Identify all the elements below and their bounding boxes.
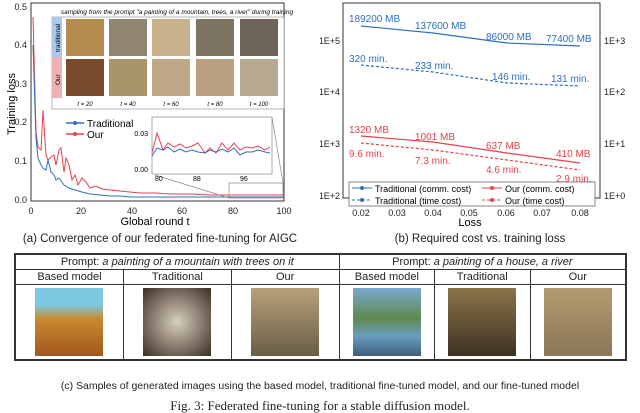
svg-text:1001 MB: 1001 MB <box>415 132 455 143</box>
svg-text:60: 60 <box>177 206 187 216</box>
svg-text:77400 MB: 77400 MB <box>546 34 592 45</box>
svg-text:131 min.: 131 min. <box>551 74 589 85</box>
svg-text:189200 MB: 189200 MB <box>349 14 400 25</box>
svg-text:40: 40 <box>127 206 137 216</box>
xlabel-a: Global round t <box>120 216 189 228</box>
col-header: Based model <box>338 269 436 285</box>
col-header: Traditional <box>434 269 531 285</box>
col-header: Traditional <box>122 269 232 285</box>
svg-text:410 MB: 410 MB <box>556 149 591 160</box>
caption-b: (b) Required cost vs. training loss <box>394 233 566 245</box>
svg-text:0.04: 0.04 <box>424 208 442 218</box>
svg-text:t = 80: t = 80 <box>207 102 223 108</box>
sample-image <box>143 288 212 356</box>
legend-our: Our <box>87 130 104 141</box>
svg-text:0.4: 0.4 <box>14 40 27 50</box>
svg-text:0.08: 0.08 <box>571 208 589 218</box>
sample-image <box>35 288 104 356</box>
svg-text:0.03: 0.03 <box>134 131 148 138</box>
svg-text:80: 80 <box>228 206 238 216</box>
svg-text:0: 0 <box>28 206 33 216</box>
sample-image <box>352 288 421 356</box>
svg-text:1E+3: 1E+3 <box>604 36 625 46</box>
svg-text:1E+0: 1E+0 <box>604 191 625 201</box>
svg-text:96: 96 <box>240 176 248 183</box>
svg-text:1E+1: 1E+1 <box>604 139 625 149</box>
svg-text:1E+2: 1E+2 <box>604 87 625 97</box>
svg-text:146 min.: 146 min. <box>492 72 530 83</box>
strip-title: sampling from the prompt "a painting of … <box>61 9 294 16</box>
caption-c: (c) Samples of generated images using th… <box>60 380 580 392</box>
svg-text:0.06: 0.06 <box>497 208 515 218</box>
prompt-2: Prompt: a painting of a house, a river <box>338 254 627 270</box>
xlabel-b: Loss <box>458 217 482 229</box>
chart-b: 1E+5 1E+4 1E+3 1E+2 1E+3 1E+2 1E+1 1E+0 0.02 0.… <box>320 0 640 229</box>
ylabel-b-left: Comm. cost in megabytes (solid line) <box>638 0 640 3</box>
svg-text:t = 100: t = 100 <box>250 102 269 108</box>
caption-a: (a) Convergence of our federated fine-tu… <box>22 233 298 245</box>
svg-text:0.5: 0.5 <box>14 2 27 12</box>
col-header: Based model <box>15 269 124 285</box>
svg-text:0.0: 0.0 <box>14 195 27 205</box>
figure-caption: Fig. 3: Federated fine-tuning for a stab… <box>170 398 470 413</box>
sample-image <box>543 288 612 356</box>
legend-b-2: Our (comm. cost) <box>505 184 575 194</box>
legend-b-3: Our (time cost) <box>505 196 565 206</box>
svg-text:4.6 min.: 4.6 min. <box>486 165 522 176</box>
col-header: Our <box>529 269 626 285</box>
samples-table: Prompt: a painting of a mountain with tr… <box>14 253 627 361</box>
svg-text:0.1: 0.1 <box>14 156 27 166</box>
svg-text:1E+5: 1E+5 <box>320 36 340 46</box>
svg-text:0.2: 0.2 <box>14 117 27 127</box>
svg-text:233 min.: 233 min. <box>415 61 453 72</box>
chart-a: 0.5 0.4 0.3 0.2 0.1 0.0 0 20 40 60 80 100 Traini… <box>6 2 294 228</box>
svg-text:86000 MB: 86000 MB <box>486 32 532 43</box>
svg-text:1320 MB: 1320 MB <box>349 125 389 136</box>
svg-text:1E+3: 1E+3 <box>320 139 340 149</box>
svg-text:7.3 min.: 7.3 min. <box>415 156 451 167</box>
svg-text:t = 40: t = 40 <box>120 102 136 108</box>
svg-text:100: 100 <box>276 206 291 216</box>
svg-text:Our: Our <box>55 73 62 85</box>
svg-text:0.3: 0.3 <box>14 79 27 89</box>
svg-text:137600 MB: 137600 MB <box>415 21 466 32</box>
svg-text:0.00: 0.00 <box>134 167 148 174</box>
svg-text:320 min.: 320 min. <box>349 54 387 65</box>
svg-text:0.07: 0.07 <box>533 208 551 218</box>
svg-text:80: 80 <box>155 176 163 183</box>
svg-text:traditional: traditional <box>55 23 62 52</box>
svg-text:20: 20 <box>76 206 86 216</box>
svg-text:1E+4: 1E+4 <box>320 87 340 97</box>
svg-text:t = 20: t = 20 <box>77 102 93 108</box>
svg-text:0.02: 0.02 <box>352 208 370 218</box>
legend-traditional: Traditional <box>87 119 133 130</box>
svg-text:0.05: 0.05 <box>460 208 478 218</box>
ylabel-a: Training loss <box>6 73 18 135</box>
col-header: Our <box>230 269 340 285</box>
svg-text:0.03: 0.03 <box>388 208 406 218</box>
legend-b-0: Traditional (comm. cost) <box>375 184 471 194</box>
svg-text:9.6 min.: 9.6 min. <box>349 149 385 160</box>
legend-b-1: Traditional (time cost) <box>375 196 461 206</box>
svg-text:t = 60: t = 60 <box>163 102 179 108</box>
svg-text:637 MB: 637 MB <box>486 141 521 152</box>
sample-image <box>448 288 517 356</box>
prompt-1: Prompt: a painting of a mountain with tr… <box>15 254 340 270</box>
svg-text:2.9 min.: 2.9 min. <box>556 174 592 185</box>
svg-text:1E+2: 1E+2 <box>320 191 340 201</box>
sample-image <box>251 288 320 356</box>
svg-text:88: 88 <box>193 176 201 183</box>
